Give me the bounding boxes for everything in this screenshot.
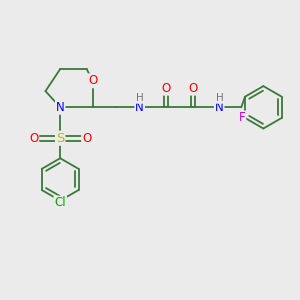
- Text: O: O: [88, 74, 97, 87]
- Text: N: N: [215, 101, 224, 114]
- Text: H: H: [136, 93, 144, 103]
- Text: O: O: [188, 82, 197, 95]
- Text: Cl: Cl: [54, 196, 66, 209]
- Text: O: O: [82, 132, 91, 145]
- Text: O: O: [162, 82, 171, 95]
- Text: N: N: [56, 101, 64, 114]
- Text: H: H: [216, 93, 224, 103]
- Text: F: F: [239, 111, 245, 124]
- Text: N: N: [135, 101, 144, 114]
- Text: O: O: [29, 132, 38, 145]
- Text: S: S: [56, 132, 64, 145]
